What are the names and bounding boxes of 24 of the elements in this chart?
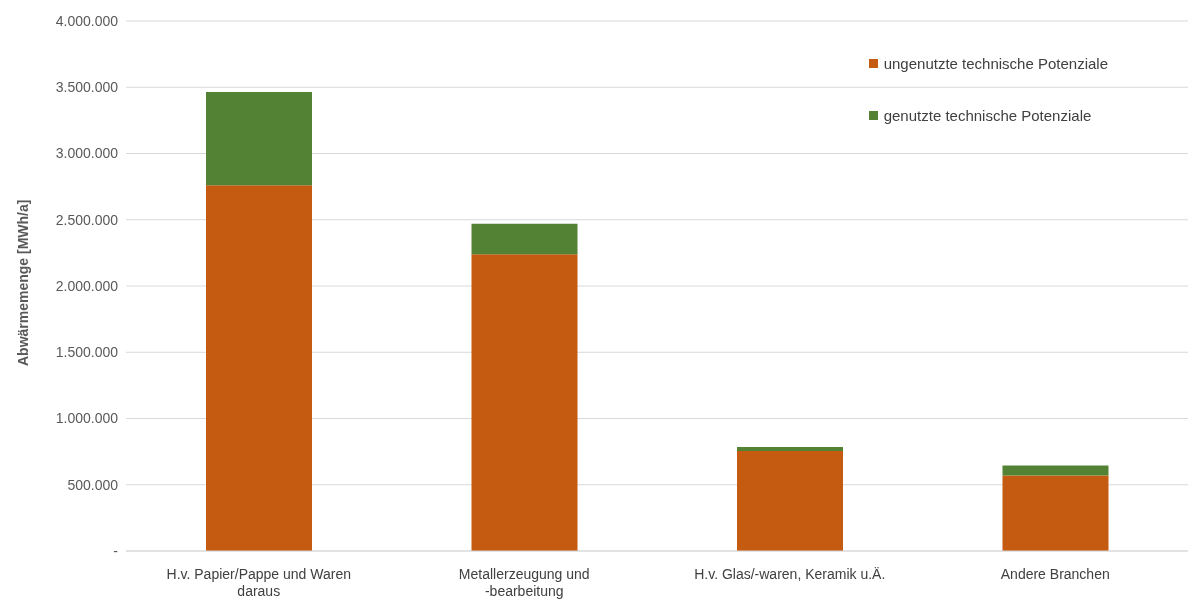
bar [471,223,578,255]
bar [1002,465,1109,476]
y-tick-label: 2.500.000 [55,211,119,228]
x-tick-label: H.v. Papier/Pappe und Waren daraus [166,566,351,599]
y-tick-label: 4.000.000 [55,12,119,29]
y-axis-title: Abwärmemenge [MWh/a] [14,199,31,366]
x-tick-label: Metallerzeugung und -bearbeitung [458,566,590,599]
y-tick-label: 3.000.000 [55,145,119,162]
bar [206,91,312,186]
y-tick-label: 3.500.000 [55,79,119,96]
bar [737,450,843,551]
bar [1002,475,1109,551]
y-tick-label: 2.000.000 [55,277,119,294]
y-tick-label: - [113,542,119,559]
y-tick-label: 1.000.000 [55,410,119,427]
y-tick-label: 500.000 [67,476,119,493]
x-tick-label: Andere Branchen [1000,566,1110,582]
legend-label: genutzte technische Potenziale [883,106,1092,124]
y-tick-label: 1.500.000 [55,344,119,361]
x-tick-label: H.v. Glas/-waren, Keramik u.Ä. [694,566,886,582]
bar [737,446,843,451]
bar [206,185,312,551]
bar [471,254,578,551]
legend-label: ungenutzte technische Potenziale [883,54,1108,72]
